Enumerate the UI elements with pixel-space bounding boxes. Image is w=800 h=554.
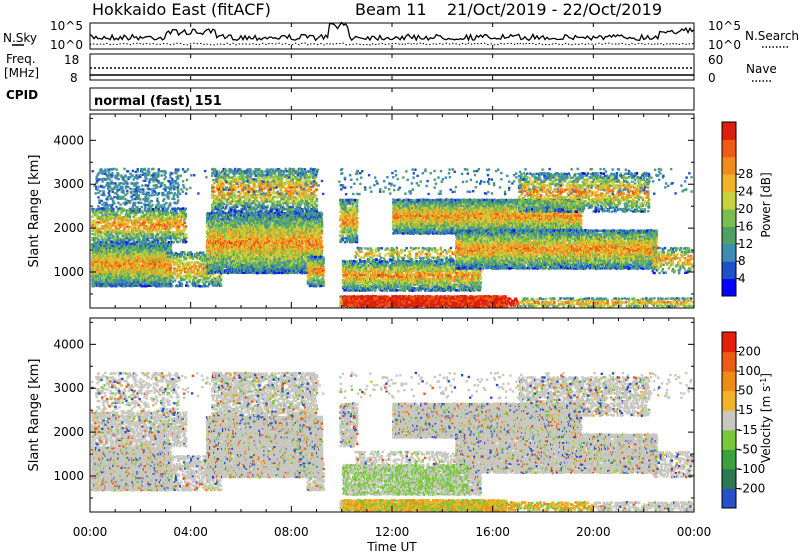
nave-label: Nave [746,62,777,76]
plot-title: Hokkaido East (fitACF) [92,0,271,19]
cpid-text: normal (fast) 151 [94,94,222,109]
heatmap-cell [110,285,112,287]
noise-left-tick-bottom: 10^0 [50,38,83,52]
beam-label: Beam 11 [355,0,427,19]
nave-right-tick-bottom: 0 [708,71,716,85]
noise-right-tick-top: 10^5 [708,19,741,33]
nsky-label: N.Sky [3,31,37,45]
freq-unit-label: [MHz] [4,66,39,80]
date-range: 21/Oct/2019 - 22/Oct/2019 [447,0,662,19]
rti-figure: Hokkaido East (fitACF) Beam 11 21/Oct/20… [0,0,800,554]
freq-label: Freq. [6,52,36,66]
noise-right-tick-bottom: 10^0 [708,38,741,52]
freq-left-tick-top: 18 [64,53,79,67]
power-heatmap [91,168,694,308]
heatmap-cell [108,257,110,259]
cpid-label: CPID [6,88,38,102]
nsearch-label: N.Search [745,29,799,43]
nave-right-tick-top: 60 [708,53,723,67]
heatmap-cell [92,259,94,261]
freq-left-tick-bottom: 8 [70,71,78,85]
noise-left-tick-top: 10^5 [50,19,83,33]
nsearch-trace [90,43,694,45]
